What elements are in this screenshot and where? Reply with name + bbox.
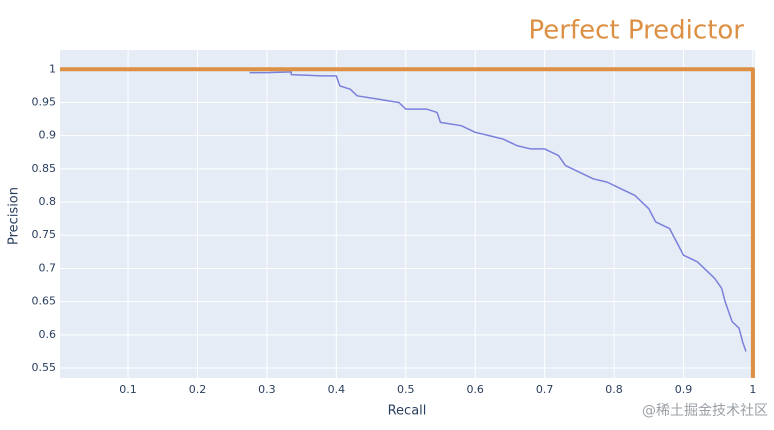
x-tick-label: 0.8 <box>605 383 623 396</box>
y-tick-label: 0.6 <box>39 328 57 341</box>
y-tick-label: 0.65 <box>32 295 57 308</box>
x-tick-label: 0.7 <box>536 383 554 396</box>
x-tick-label: 0.3 <box>258 383 276 396</box>
x-tick-label: 0.2 <box>189 383 207 396</box>
x-tick-label: 0.4 <box>328 383 346 396</box>
y-tick-label: 0.95 <box>32 95 57 108</box>
y-tick-label: 1 <box>49 62 56 75</box>
plot-area <box>60 50 755 378</box>
x-tick-label: 1 <box>749 383 756 396</box>
annotation: Perfect Predictor <box>529 16 745 46</box>
x-tick-label: 0.5 <box>397 383 415 396</box>
x-axis-label: Recall <box>388 404 427 419</box>
y-tick-label: 0.75 <box>32 228 57 241</box>
watermark: @稀土掘金技术社区 <box>642 403 768 419</box>
y-tick-label: 0.8 <box>39 195 57 208</box>
y-tick-label: 0.9 <box>39 129 57 142</box>
y-tick-label: 0.7 <box>39 261 57 274</box>
x-tick-label: 0.6 <box>466 383 484 396</box>
series-line <box>60 67 755 378</box>
y-axis-label: Precision <box>7 187 22 245</box>
y-tick-label: 0.55 <box>32 361 57 374</box>
y-tick-label: 0.85 <box>32 162 57 175</box>
x-tick-label: 0.1 <box>119 383 137 396</box>
x-tick-label: 0.9 <box>675 383 693 396</box>
series-line <box>249 71 747 352</box>
